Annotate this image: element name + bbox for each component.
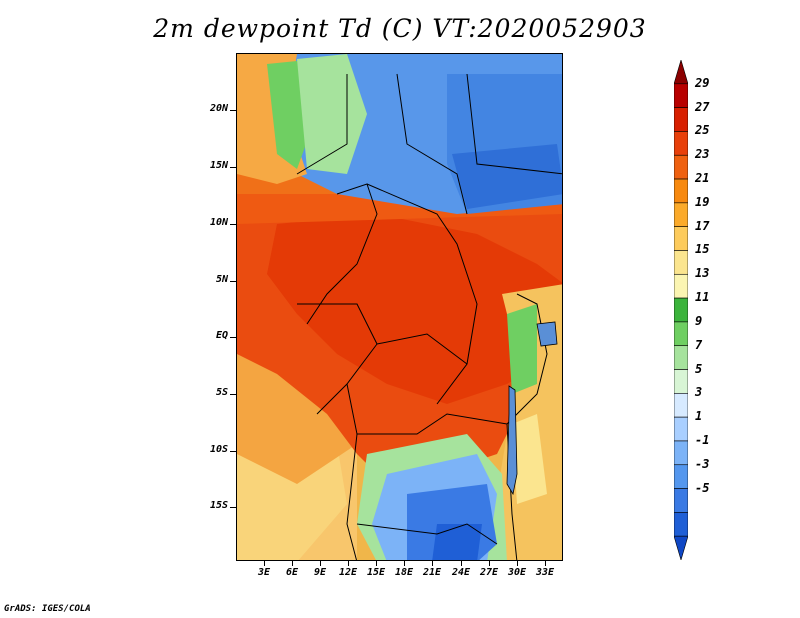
colorbar-label: 25 (695, 123, 710, 138)
dewpoint-map (236, 53, 563, 561)
colorbar-swatch (674, 369, 688, 394)
lon-tick (292, 561, 293, 566)
colorbar-label: 1 (695, 409, 703, 424)
colorbar-swatch (674, 273, 688, 299)
colorbar-label: -1 (695, 432, 710, 447)
colorbar-swatch (674, 131, 688, 156)
lon-label: 30E (507, 567, 527, 578)
lat-tick (230, 337, 236, 338)
lat-tick (230, 451, 236, 452)
colorbar-label: 13 (695, 266, 710, 281)
dewpoint-field (237, 54, 562, 560)
lon-label: 6E (285, 567, 299, 578)
lat-label: 10N (209, 217, 228, 228)
colorbar-label: 21 (695, 171, 710, 186)
lat-tick (230, 507, 236, 508)
lon-label: 33E (535, 567, 555, 578)
lon-tick (348, 561, 349, 566)
lat-tick (230, 281, 236, 282)
colorbar-label: 27 (695, 99, 710, 114)
colorbar-swatch (674, 512, 688, 537)
lon-tick (376, 561, 377, 566)
lon-tick (432, 561, 433, 566)
colorbar-swatch (674, 321, 688, 347)
colorbar-swatch (674, 464, 688, 489)
colorbar-swatch (674, 440, 688, 466)
lat-label: 10S (209, 444, 228, 455)
colorbar-swatch (674, 535, 688, 560)
lon-label: 12E (338, 567, 358, 578)
colorbar-label: 9 (695, 313, 703, 328)
colorbar-swatch (674, 488, 688, 513)
colorbar-label: 5 (695, 361, 703, 376)
lon-tick (489, 561, 490, 566)
colorbar-label: 11 (695, 290, 710, 305)
colorbar-swatch (674, 154, 688, 180)
colorbar-swatch (674, 60, 688, 85)
lon-label: 15E (366, 567, 386, 578)
colorbar-label: 17 (695, 218, 710, 233)
colorbar-swatch (674, 178, 688, 204)
lat-tick (230, 167, 236, 168)
lat-label: 5S (215, 387, 228, 398)
colorbar-swatch (674, 107, 688, 132)
map-title: 2m dewpoint Td (C) VT:2020052903 (153, 14, 647, 43)
colorbar-swatch (674, 416, 688, 442)
lon-tick (320, 561, 321, 566)
lon-label: 3E (257, 567, 271, 578)
colorbar-swatch (674, 250, 688, 275)
lat-label: 5N (215, 274, 228, 285)
lon-tick (264, 561, 265, 566)
lat-label: 20N (209, 103, 228, 114)
colorbar (674, 60, 688, 560)
lon-label: 9E (313, 567, 327, 578)
colorbar-label: -3 (695, 456, 710, 471)
lon-tick (545, 561, 546, 566)
colorbar-swatch (674, 202, 688, 227)
colorbar-label: 7 (695, 337, 703, 352)
colorbar-label: -5 (695, 480, 710, 495)
colorbar-swatch (674, 393, 688, 418)
lat-tick (230, 110, 236, 111)
footer-credit: GrADS: IGES/COLA (4, 604, 91, 614)
colorbar-label: 19 (695, 194, 710, 209)
colorbar-label: 29 (695, 75, 710, 90)
lon-label: 27E (479, 567, 499, 578)
lat-label: EQ (215, 330, 228, 341)
lon-label: 18E (394, 567, 414, 578)
lat-label: 15S (209, 500, 228, 511)
colorbar-swatch (674, 345, 688, 370)
colorbar-label: 3 (695, 385, 703, 400)
lat-tick (230, 394, 236, 395)
lon-label: 24E (451, 567, 471, 578)
lon-tick (517, 561, 518, 566)
colorbar-swatch (674, 83, 688, 108)
colorbar-label: 23 (695, 147, 710, 162)
lon-tick (461, 561, 462, 566)
colorbar-swatch (674, 226, 688, 251)
lat-label: 15N (209, 160, 228, 171)
lon-tick (404, 561, 405, 566)
colorbar-label: 15 (695, 242, 710, 257)
lat-tick (230, 224, 236, 225)
lon-label: 21E (422, 567, 442, 578)
colorbar-swatch (674, 297, 688, 323)
